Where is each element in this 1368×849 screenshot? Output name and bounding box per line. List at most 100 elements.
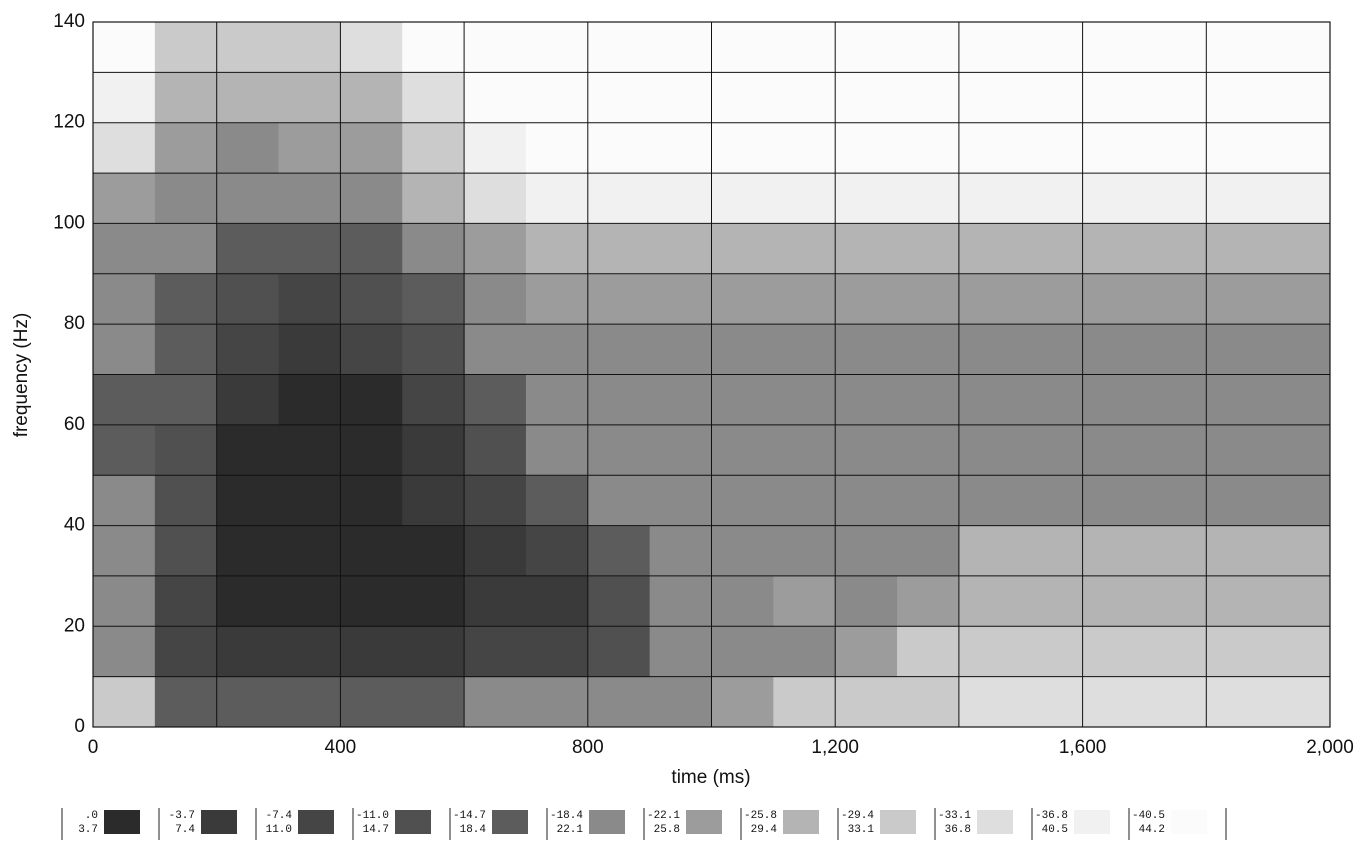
cell	[340, 525, 403, 577]
cell	[773, 525, 836, 577]
cell	[958, 676, 1022, 728]
cell	[587, 72, 651, 124]
y-tick-label: 40	[64, 515, 85, 536]
legend-from: -40.5	[1132, 810, 1165, 822]
cell	[525, 575, 589, 627]
cell	[93, 626, 156, 678]
cell	[1020, 273, 1084, 325]
cell	[525, 424, 589, 476]
cell	[1268, 676, 1331, 728]
cell	[93, 173, 156, 224]
cell	[1144, 122, 1207, 174]
cell	[1144, 324, 1207, 375]
cell	[402, 626, 465, 678]
cell	[93, 475, 156, 527]
cell	[278, 475, 341, 527]
cell	[587, 424, 651, 476]
cell	[1268, 575, 1331, 627]
legend-to: 22.1	[557, 824, 584, 836]
cell	[1268, 223, 1331, 275]
cell	[773, 626, 836, 678]
cell	[402, 72, 465, 124]
cell	[93, 324, 156, 375]
cell	[525, 475, 589, 527]
cell	[773, 676, 836, 728]
legend-from: -36.8	[1035, 810, 1068, 822]
cell	[649, 475, 712, 527]
cell	[1206, 273, 1269, 325]
cell	[464, 676, 527, 728]
cell	[93, 223, 156, 275]
cell	[340, 324, 403, 375]
cell	[835, 374, 898, 426]
cell	[1144, 424, 1207, 476]
cell	[711, 273, 774, 325]
cell	[958, 173, 1022, 224]
cell	[525, 122, 589, 174]
cell	[340, 72, 403, 124]
cell	[464, 273, 527, 325]
cell	[835, 72, 898, 124]
cell	[278, 223, 341, 275]
cell	[402, 374, 465, 426]
cell	[1206, 424, 1269, 476]
cell	[216, 626, 280, 678]
cell	[649, 525, 712, 577]
legend-from: -11.0	[356, 810, 389, 822]
cell	[1206, 626, 1269, 678]
cell	[773, 424, 836, 476]
cell	[216, 273, 280, 325]
cell	[93, 72, 156, 124]
cell	[711, 72, 774, 124]
legend-swatch	[492, 810, 528, 834]
cell	[711, 374, 774, 426]
cell	[216, 324, 280, 375]
cell	[402, 475, 465, 527]
cell	[402, 424, 465, 476]
cell	[835, 626, 898, 678]
cell	[1206, 575, 1269, 627]
cell	[1268, 273, 1331, 325]
legend-to: 33.1	[848, 824, 875, 836]
grid	[92, 21, 1331, 728]
cell	[649, 676, 712, 728]
cell	[1144, 475, 1207, 527]
cell	[835, 424, 898, 476]
cell	[1144, 223, 1207, 275]
cell	[1268, 626, 1331, 678]
cell	[649, 626, 712, 678]
cell	[402, 22, 465, 73]
cell	[711, 475, 774, 527]
cell	[711, 173, 774, 224]
cell	[1082, 173, 1145, 224]
cell	[1020, 676, 1084, 728]
legend-to: 44.2	[1139, 824, 1165, 836]
legend-to: 18.4	[460, 824, 487, 836]
cell	[711, 122, 774, 174]
legend-swatch	[589, 810, 625, 834]
legend-to: 29.4	[751, 824, 778, 836]
cell	[958, 122, 1022, 174]
cell	[340, 22, 403, 73]
cell	[1082, 626, 1145, 678]
cell	[711, 22, 774, 73]
legend-from: .0	[85, 810, 98, 822]
legend-swatch	[104, 810, 140, 834]
cell	[216, 525, 280, 577]
cell	[464, 173, 527, 224]
legend-from: -3.7	[169, 810, 195, 822]
cell	[216, 475, 280, 527]
cell	[1020, 626, 1084, 678]
legend-from: -7.4	[266, 810, 293, 822]
cell	[1020, 72, 1084, 124]
cell	[464, 72, 527, 124]
cell	[525, 72, 589, 124]
cell	[1144, 72, 1207, 124]
cell	[1144, 173, 1207, 224]
cell	[835, 22, 898, 73]
legend-swatch	[977, 810, 1013, 834]
cell	[402, 324, 465, 375]
cell	[525, 22, 589, 73]
cell	[1144, 22, 1207, 73]
cell	[402, 223, 465, 275]
